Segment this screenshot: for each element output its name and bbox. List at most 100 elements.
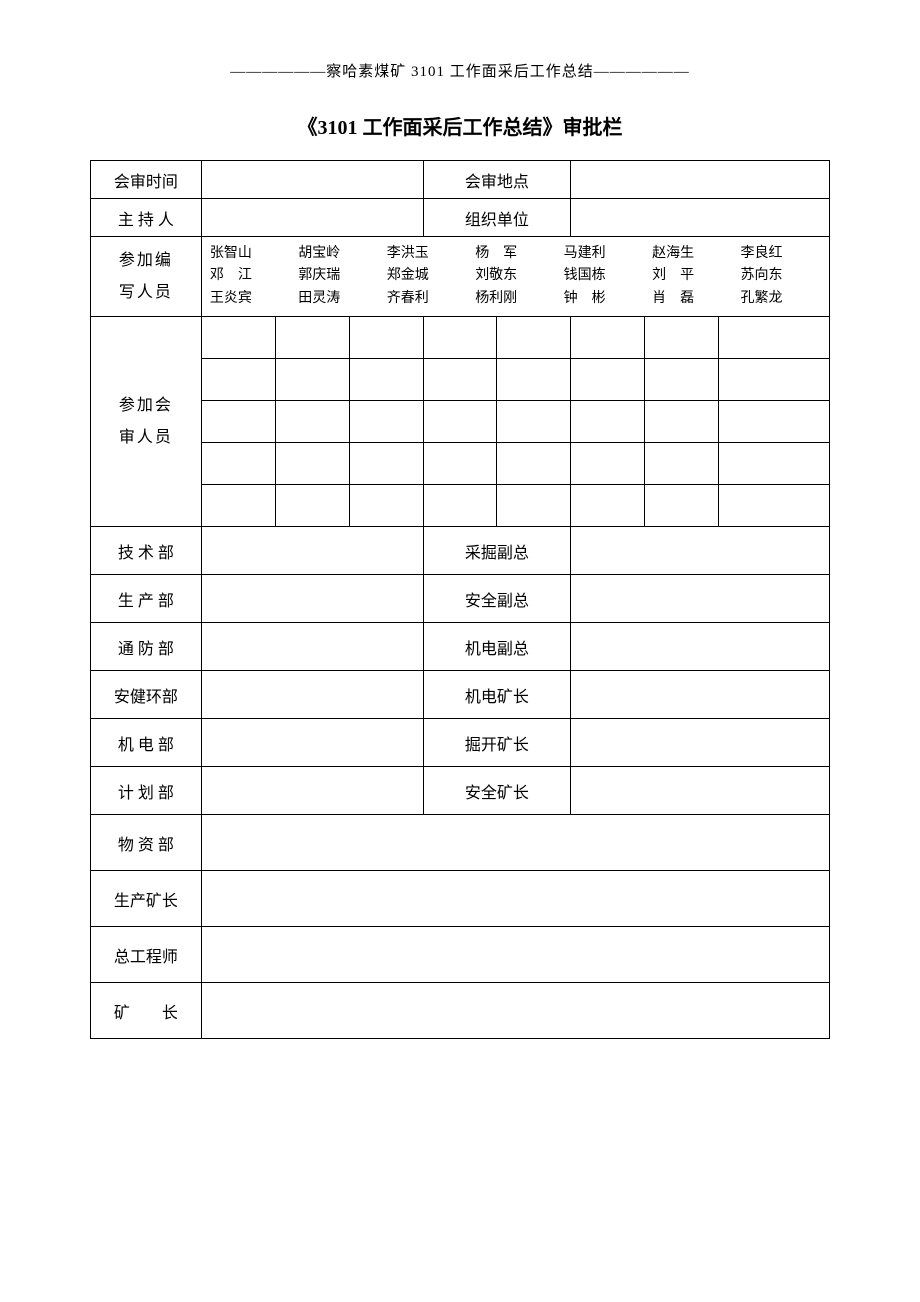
reviewer-cell [201, 485, 275, 527]
row-reviewers-2 [91, 359, 830, 401]
reviewer-cell [201, 359, 275, 401]
row-reviewers-3 [91, 401, 830, 443]
reviewer-cell [201, 443, 275, 485]
dept-value-right [571, 671, 830, 719]
single-value [201, 927, 829, 983]
participant-name: 钟 彬 [564, 288, 644, 310]
participant-name: 李洪玉 [387, 243, 467, 265]
reviewer-cell [275, 359, 349, 401]
label-org: 组织单位 [423, 199, 571, 237]
reviewer-cell [645, 443, 719, 485]
dept-row: 生 产 部 安全副总 [91, 575, 830, 623]
reviewer-cell [645, 401, 719, 443]
header-suffix: —————— [594, 64, 690, 80]
reviewer-cell [571, 317, 645, 359]
participant-name: 杨 军 [475, 243, 555, 265]
participants-grid: 张智山胡宝岭李洪玉杨 军马建利赵海生李良红邓 江郭庆瑞郑金城刘敬东钱国栋刘 平苏… [210, 243, 821, 310]
reviewer-cell [571, 485, 645, 527]
participant-name: 邓 江 [210, 265, 290, 287]
page-title: 《3101 工作面采后工作总结》审批栏 [90, 111, 830, 140]
reviewer-cell [497, 485, 571, 527]
reviewer-cell [571, 359, 645, 401]
row-reviewers-5 [91, 485, 830, 527]
approval-table: 会审时间 会审地点 主 持 人 组织单位 参加编写人员 张智山胡宝岭李洪玉杨 军… [90, 160, 830, 1039]
participant-name: 钱国栋 [564, 265, 644, 287]
row-reviewers-4 [91, 443, 830, 485]
reviewer-cell [349, 317, 423, 359]
participant-name: 郑金城 [387, 265, 467, 287]
participants-cell: 张智山胡宝岭李洪玉杨 军马建利赵海生李良红邓 江郭庆瑞郑金城刘敬东钱国栋刘 平苏… [201, 237, 829, 317]
participant-name: 刘 平 [652, 265, 732, 287]
reviewer-cell [571, 443, 645, 485]
label-reviewers-text: 参加会审人员 [91, 390, 201, 454]
dept-value-left [201, 527, 423, 575]
dept-value-right [571, 767, 830, 815]
reviewer-cell [423, 359, 497, 401]
single-value [201, 983, 829, 1039]
page-header: ——————察哈素煤矿 3101 工作面采后工作总结—————— [90, 60, 830, 81]
row-review-time: 会审时间 会审地点 [91, 161, 830, 199]
participant-name: 肖 磊 [652, 288, 732, 310]
label-reviewers: 参加会审人员 [91, 317, 202, 527]
dept-label-left: 安健环部 [91, 671, 202, 719]
label-participants-text: 参加编写人员 [91, 245, 201, 309]
reviewer-cell [349, 485, 423, 527]
participant-name: 郭庆瑞 [298, 265, 378, 287]
reviewer-cell [349, 401, 423, 443]
dept-label-left: 计 划 部 [91, 767, 202, 815]
participant-name: 田灵涛 [298, 288, 378, 310]
single-value [201, 815, 829, 871]
participant-name: 苏向东 [741, 265, 821, 287]
dept-label-right: 机电副总 [423, 623, 571, 671]
value-review-place [571, 161, 830, 199]
label-participants: 参加编写人员 [91, 237, 202, 317]
reviewer-cell [497, 443, 571, 485]
reviewer-cell [349, 359, 423, 401]
participant-name: 胡宝岭 [298, 243, 378, 265]
dept-row: 技 术 部采掘副总 [91, 527, 830, 575]
dept-value-left [201, 575, 423, 623]
header-prefix: —————— [230, 64, 326, 80]
participant-name: 李良红 [741, 243, 821, 265]
single-label: 矿 长 [91, 983, 202, 1039]
row-participants: 参加编写人员 张智山胡宝岭李洪玉杨 军马建利赵海生李良红邓 江郭庆瑞郑金城刘敬东… [91, 237, 830, 317]
reviewer-cell [645, 485, 719, 527]
reviewer-cell [645, 317, 719, 359]
reviewer-cell [497, 401, 571, 443]
participant-name: 王炎宾 [210, 288, 290, 310]
reviewer-cell [275, 317, 349, 359]
dept-value-left [201, 671, 423, 719]
dept-value-right [571, 623, 830, 671]
single-row: 生产矿长 [91, 871, 830, 927]
reviewer-cell [719, 359, 830, 401]
reviewer-cell [719, 401, 830, 443]
dept-label-right: 掘开矿长 [423, 719, 571, 767]
participant-name: 孔繁龙 [741, 288, 821, 310]
dept-label-right: 安全副总 [423, 575, 571, 623]
single-label: 物 资 部 [91, 815, 202, 871]
reviewer-cell [571, 401, 645, 443]
dept-value-right [571, 719, 830, 767]
dept-value-left [201, 623, 423, 671]
participant-name: 张智山 [210, 243, 290, 265]
reviewer-cell [719, 317, 830, 359]
reviewer-cell [423, 485, 497, 527]
dept-label-right: 安全矿长 [423, 767, 571, 815]
reviewer-cell [497, 359, 571, 401]
dept-row: 安健环部机电矿长 [91, 671, 830, 719]
dept-row: 机 电 部掘开矿长 [91, 719, 830, 767]
reviewer-cell [275, 443, 349, 485]
single-label: 总工程师 [91, 927, 202, 983]
dept-row: 计 划 部 安全矿长 [91, 767, 830, 815]
row-host: 主 持 人 组织单位 [91, 199, 830, 237]
reviewer-cell [201, 317, 275, 359]
reviewer-cell [349, 443, 423, 485]
dept-label-left: 生 产 部 [91, 575, 202, 623]
label-host: 主 持 人 [91, 199, 202, 237]
participant-name: 刘敬东 [475, 265, 555, 287]
reviewer-cell [719, 485, 830, 527]
participant-name: 齐春利 [387, 288, 467, 310]
dept-label-left: 技 术 部 [91, 527, 202, 575]
reviewer-cell [423, 401, 497, 443]
reviewer-cell [275, 401, 349, 443]
